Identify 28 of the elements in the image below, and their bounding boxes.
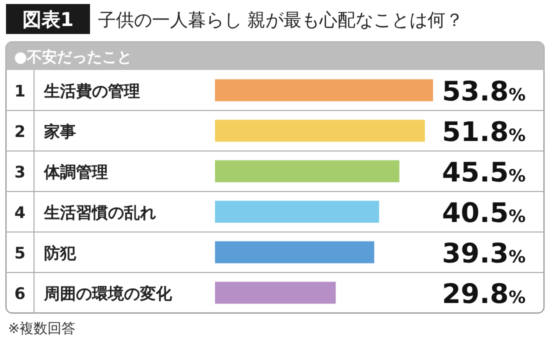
y-tick-label: 防犯 [44, 243, 77, 262]
data-label: 29.8% [442, 278, 526, 310]
bar [215, 160, 400, 182]
text: 図表1 [22, 9, 74, 31]
y-tick-label: 周囲の環境の変化 [43, 284, 173, 303]
text: 3 [14, 162, 26, 182]
data-label: 45.5% [442, 157, 526, 188]
chart-title: 子供の一人暮らし 親が最も心配なことは何？ [98, 10, 464, 31]
data-label: 39.3% [442, 238, 526, 270]
text: 4 [14, 202, 26, 222]
y-tick-label: 生活費の管理 [43, 81, 140, 100]
data-label: 51.8% [442, 116, 526, 148]
text: 2 [14, 122, 26, 141]
bar [215, 241, 374, 264]
data-label: 53.8% [442, 76, 526, 108]
bar [215, 120, 425, 142]
bar [215, 282, 336, 304]
text: 5 [14, 243, 26, 262]
bar [215, 200, 380, 223]
bar [215, 79, 433, 102]
y-tick-label: 体調管理 [43, 162, 108, 182]
data-label: 40.5% [442, 198, 526, 229]
y-tick-label: 家事 [43, 122, 76, 141]
text: ※複数回答 [8, 321, 76, 337]
text: 1 [14, 81, 26, 100]
text: 6 [14, 284, 26, 303]
text: ●不安だったこと [14, 48, 132, 66]
y-tick-label: 生活習慣の乱れ [43, 202, 156, 222]
